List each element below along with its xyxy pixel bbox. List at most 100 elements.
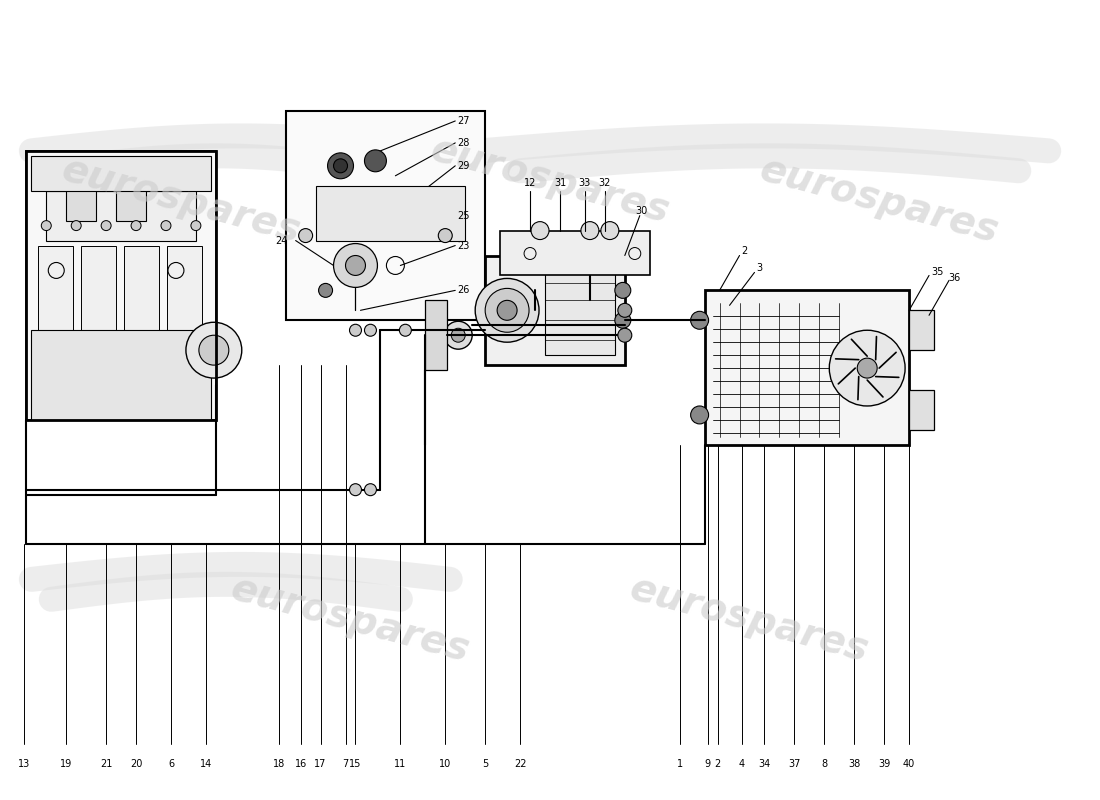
Text: 18: 18 [273, 758, 285, 769]
Circle shape [298, 229, 312, 242]
Text: 14: 14 [200, 758, 212, 769]
Text: 17: 17 [315, 758, 327, 769]
Text: 9: 9 [704, 758, 711, 769]
Circle shape [345, 255, 365, 275]
Circle shape [42, 221, 52, 230]
Circle shape [399, 324, 411, 336]
Text: 22: 22 [514, 758, 526, 769]
Bar [46, 190, 196, 241]
Circle shape [101, 221, 111, 230]
Circle shape [451, 328, 465, 342]
Circle shape [333, 243, 377, 287]
Circle shape [161, 221, 170, 230]
Text: 11: 11 [394, 758, 407, 769]
Bar [909, 390, 934, 430]
Circle shape [497, 300, 517, 320]
Text: eurospares: eurospares [57, 150, 305, 251]
Bar [39, 246, 74, 330]
Circle shape [438, 229, 452, 242]
Circle shape [444, 322, 472, 349]
Bar [117, 170, 146, 221]
Bar [286, 111, 485, 320]
Circle shape [191, 221, 201, 230]
Text: 31: 31 [553, 178, 566, 188]
Text: 32: 32 [598, 178, 611, 188]
Circle shape [531, 222, 549, 239]
Bar [66, 170, 96, 221]
Circle shape [72, 221, 81, 230]
Circle shape [581, 222, 598, 239]
Text: 7: 7 [342, 758, 349, 769]
Text: 37: 37 [789, 758, 801, 769]
Text: 36: 36 [948, 274, 960, 283]
Circle shape [618, 328, 631, 342]
Circle shape [131, 221, 141, 230]
Text: 5: 5 [482, 758, 488, 769]
Text: 8: 8 [822, 758, 827, 769]
Bar [31, 156, 211, 190]
Text: 12: 12 [524, 178, 536, 188]
Circle shape [691, 311, 708, 330]
Text: 26: 26 [456, 286, 470, 295]
Text: 24: 24 [275, 235, 288, 246]
Bar [81, 246, 117, 330]
Circle shape [485, 288, 529, 332]
Text: 2: 2 [741, 246, 748, 255]
Text: 19: 19 [60, 758, 73, 769]
Text: 13: 13 [19, 758, 31, 769]
Text: 38: 38 [848, 758, 860, 769]
Text: 27: 27 [456, 116, 470, 126]
Bar [26, 151, 216, 420]
Circle shape [364, 150, 386, 172]
Bar [485, 255, 625, 365]
Circle shape [350, 484, 362, 496]
Text: eurospares: eurospares [626, 569, 873, 670]
Bar [167, 246, 202, 330]
Text: eurospares: eurospares [227, 569, 474, 670]
Circle shape [475, 278, 539, 342]
Circle shape [333, 159, 348, 173]
Text: 21: 21 [100, 758, 112, 769]
Circle shape [364, 324, 376, 336]
Bar [909, 310, 934, 350]
Text: 34: 34 [758, 758, 771, 769]
Bar [31, 330, 211, 420]
Circle shape [691, 406, 708, 424]
Circle shape [829, 330, 905, 406]
Bar [124, 246, 160, 330]
Circle shape [601, 222, 619, 239]
Text: 6: 6 [168, 758, 174, 769]
Text: 25: 25 [456, 210, 470, 221]
Text: 29: 29 [456, 161, 470, 171]
Circle shape [615, 282, 630, 298]
Circle shape [618, 303, 631, 318]
Circle shape [186, 322, 242, 378]
Bar [316, 186, 465, 241]
Circle shape [319, 283, 332, 298]
Bar [544, 266, 615, 355]
Text: 40: 40 [903, 758, 915, 769]
Bar [500, 230, 650, 275]
Bar [705, 290, 909, 445]
Text: 3: 3 [757, 263, 762, 274]
Text: 1: 1 [676, 758, 683, 769]
Text: 30: 30 [636, 206, 648, 216]
Text: eurospares: eurospares [427, 130, 673, 231]
Text: eurospares: eurospares [756, 150, 1003, 251]
Text: 35: 35 [931, 267, 943, 278]
Circle shape [328, 153, 353, 178]
Text: 33: 33 [579, 178, 591, 188]
Bar [426, 300, 448, 370]
Bar [26, 151, 216, 420]
Circle shape [199, 335, 229, 365]
Text: 23: 23 [456, 241, 470, 250]
Text: 20: 20 [130, 758, 142, 769]
Text: 4: 4 [738, 758, 745, 769]
Circle shape [364, 484, 376, 496]
Text: 15: 15 [350, 758, 362, 769]
Text: 39: 39 [878, 758, 890, 769]
Circle shape [857, 358, 877, 378]
Text: 16: 16 [295, 758, 307, 769]
Circle shape [615, 312, 630, 328]
Text: 28: 28 [456, 138, 470, 148]
